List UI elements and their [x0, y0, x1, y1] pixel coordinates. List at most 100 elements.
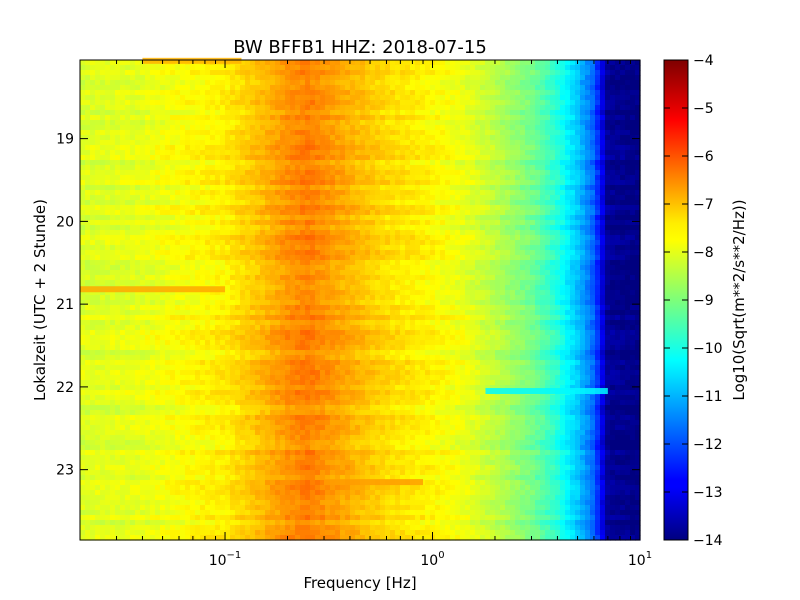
heatmap-cell: [630, 235, 636, 241]
heatmap-cell: [355, 200, 361, 206]
heatmap-cell: [230, 95, 236, 101]
heatmap-cell: [445, 220, 451, 226]
heatmap-cell: [535, 105, 541, 111]
heatmap-cell: [145, 205, 151, 211]
heatmap-cell: [380, 160, 386, 166]
heatmap-cell: [175, 200, 181, 206]
heatmap-cell: [265, 230, 271, 236]
heatmap-cell: [475, 70, 481, 76]
heatmap-cell: [300, 95, 306, 101]
heatmap-cell: [485, 120, 491, 126]
heatmap-cell: [145, 220, 151, 226]
heatmap-cell: [365, 165, 371, 171]
heatmap-cell: [605, 105, 611, 111]
heatmap-cell: [245, 65, 251, 71]
heatmap-cell: [195, 200, 201, 206]
heatmap-cell: [575, 145, 581, 151]
heatmap-cell: [250, 160, 256, 166]
heatmap-cell: [465, 190, 471, 196]
heatmap-cell: [240, 140, 246, 146]
heatmap-cell: [375, 130, 381, 136]
heatmap-cell: [625, 195, 631, 201]
heatmap-cell: [395, 140, 401, 146]
heatmap-cell: [205, 220, 211, 226]
heatmap-cell: [190, 90, 196, 96]
heatmap-cell: [390, 225, 396, 231]
heatmap-cell: [150, 125, 156, 131]
heatmap-cell: [305, 225, 311, 231]
heatmap-cell: [550, 225, 556, 231]
heatmap-cell: [530, 135, 536, 141]
heatmap-cell: [330, 225, 336, 231]
heatmap-cell: [630, 155, 636, 161]
heatmap-cell: [390, 75, 396, 81]
heatmap-cell: [475, 160, 481, 166]
heatmap-cell: [370, 185, 376, 191]
heatmap-cell: [285, 195, 291, 201]
heatmap-cell: [370, 80, 376, 86]
heatmap-cell: [185, 260, 191, 266]
heatmap-cell: [275, 260, 281, 266]
heatmap-cell: [540, 240, 546, 246]
heatmap-cell: [495, 105, 501, 111]
heatmap-cell: [300, 140, 306, 146]
heatmap-cell: [395, 60, 401, 66]
heatmap-cell: [400, 220, 406, 226]
heatmap-cell: [520, 225, 526, 231]
heatmap-cell: [400, 250, 406, 256]
heatmap-cell: [240, 125, 246, 131]
heatmap-cell: [205, 240, 211, 246]
heatmap-cell: [625, 215, 631, 221]
heatmap-cell: [450, 175, 456, 181]
heatmap-cell: [120, 140, 126, 146]
heatmap-cell: [385, 195, 391, 201]
heatmap-cell: [170, 140, 176, 146]
heatmap-cell: [530, 115, 536, 121]
heatmap-cell: [510, 95, 516, 101]
heatmap-cell: [255, 190, 261, 196]
heatmap-cell: [225, 240, 231, 246]
heatmap-cell: [480, 150, 486, 156]
heatmap-cell: [425, 70, 431, 76]
heatmap-cell: [240, 115, 246, 121]
heatmap-cell: [200, 180, 206, 186]
heatmap-cell: [115, 180, 121, 186]
heatmap-cell: [245, 100, 251, 106]
heatmap-cell: [455, 145, 461, 151]
heatmap-cell: [265, 75, 271, 81]
heatmap-cell: [335, 275, 341, 281]
heatmap-cell: [185, 250, 191, 256]
heatmap-cell: [370, 260, 376, 266]
heatmap-cell: [530, 245, 536, 251]
heatmap-cell: [475, 115, 481, 121]
heatmap-cell: [110, 180, 116, 186]
heatmap-cell: [450, 195, 456, 201]
heatmap-cell: [165, 115, 171, 121]
heatmap-cell: [530, 230, 536, 236]
heatmap-cell: [400, 205, 406, 211]
heatmap-cell: [90, 170, 96, 176]
heatmap-cell: [200, 65, 206, 71]
heatmap-cell: [605, 270, 611, 276]
heatmap-cell: [290, 140, 296, 146]
heatmap-cell: [125, 225, 131, 231]
heatmap-cell: [405, 220, 411, 226]
heatmap-cell: [635, 140, 641, 146]
heatmap-cell: [405, 235, 411, 241]
heatmap-cell: [255, 85, 261, 91]
heatmap-cell: [530, 200, 536, 206]
heatmap-cell: [105, 260, 111, 266]
heatmap-cell: [140, 165, 146, 171]
heatmap-cell: [205, 95, 211, 101]
heatmap-cell: [320, 230, 326, 236]
heatmap-cell: [140, 115, 146, 121]
heatmap-cell: [455, 185, 461, 191]
heatmap-cell: [130, 60, 136, 66]
heatmap-cell: [605, 260, 611, 266]
heatmap-cell: [270, 145, 276, 151]
heatmap-cell: [395, 225, 401, 231]
heatmap-cell: [455, 120, 461, 126]
heatmap-cell: [575, 130, 581, 136]
heatmap-cell: [240, 270, 246, 276]
heatmap-cell: [330, 115, 336, 121]
